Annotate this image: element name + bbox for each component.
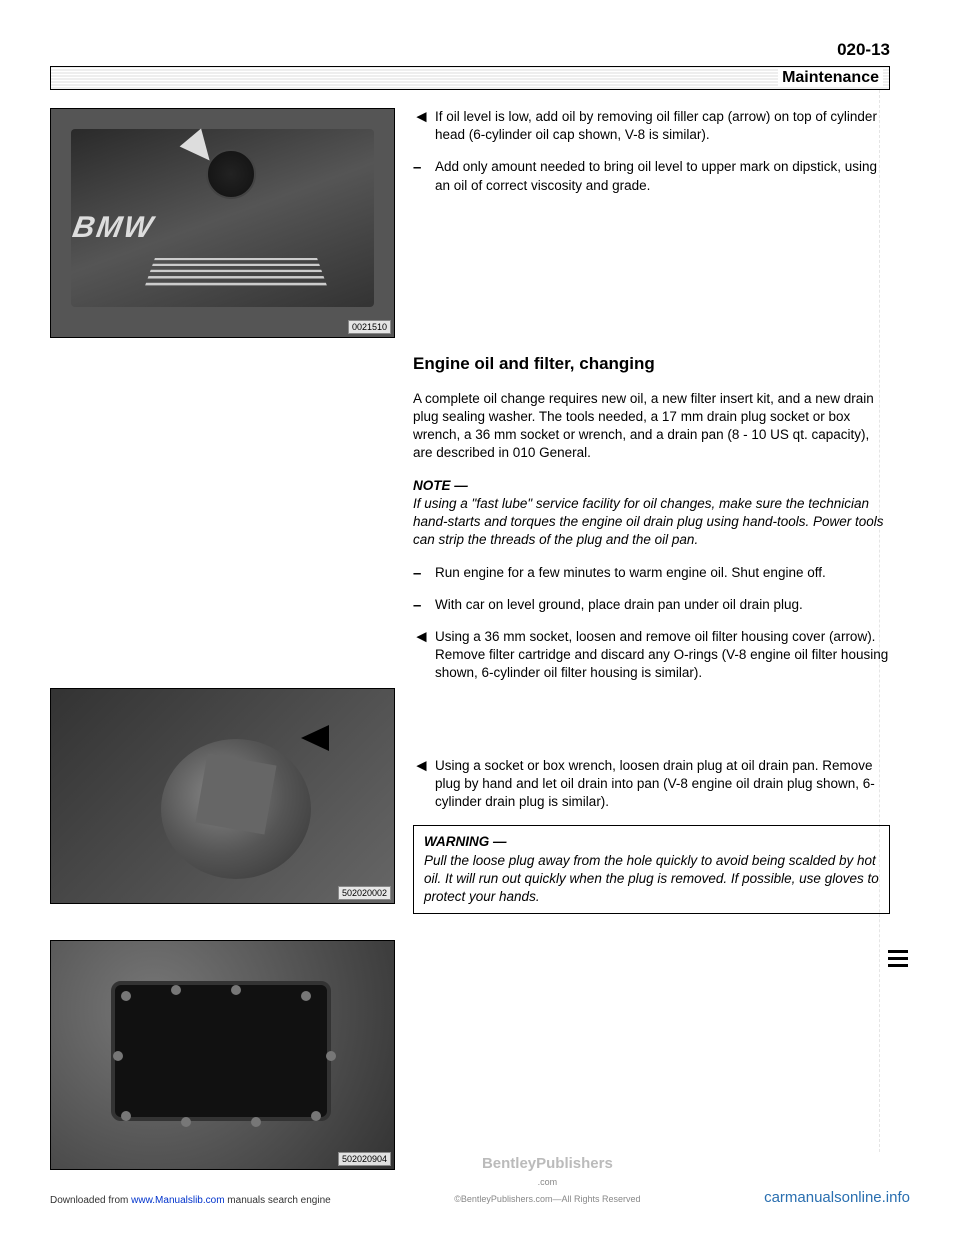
arrow-icon bbox=[301, 725, 329, 751]
page: 020-13 Maintenance BMW 0021510 502020002 bbox=[50, 40, 910, 1212]
manualslib-link[interactable]: www.Manualslib.com bbox=[131, 1195, 224, 1206]
bmw-badge: BMW bbox=[70, 211, 157, 245]
warning-label: WARNING — bbox=[424, 834, 507, 849]
header-band: Maintenance bbox=[50, 66, 890, 90]
figure-id: 502020002 bbox=[338, 886, 391, 900]
step-remove-filter-cover: ◄ Using a 36 mm socket, loosen and remov… bbox=[413, 628, 890, 683]
dash-icon: – bbox=[413, 158, 421, 178]
figure-oil-filter-housing: 502020002 bbox=[50, 688, 395, 904]
page-footer: Downloaded from www.Manualslib.com manua… bbox=[50, 1155, 910, 1206]
warning-text: Pull the loose plug away from the hole q… bbox=[424, 853, 879, 904]
margin-rule bbox=[879, 90, 880, 1152]
dash-icon: – bbox=[413, 596, 421, 616]
step-level-ground: – With car on level ground, place drain … bbox=[413, 596, 890, 614]
header-title: Maintenance bbox=[778, 69, 883, 87]
text-column: ◄ If oil level is low, add oil by removi… bbox=[413, 108, 910, 1170]
step-amount: – Add only amount needed to bring oil le… bbox=[413, 158, 890, 194]
content-columns: BMW 0021510 502020002 bbox=[50, 108, 910, 1170]
step-run-engine: – Run engine for a few minutes to warm e… bbox=[413, 564, 890, 582]
download-source: Downloaded from www.Manualslib.com manua… bbox=[50, 1195, 331, 1206]
edge-tick-marks bbox=[888, 950, 908, 971]
step-add-oil: ◄ If oil level is low, add oil by removi… bbox=[413, 108, 890, 144]
warning-box: WARNING — Pull the loose plug away from … bbox=[413, 825, 890, 914]
para-tools: A complete oil change requires new oil, … bbox=[413, 390, 890, 463]
site-watermark: carmanualsonline.info bbox=[764, 1189, 910, 1206]
figure-id: 0021510 bbox=[348, 320, 391, 334]
section-heading: Engine oil and filter, changing bbox=[413, 353, 890, 376]
triangle-icon: ◄ bbox=[413, 757, 430, 774]
note-block: NOTE — If using a "fast lube" service fa… bbox=[413, 477, 890, 550]
dash-icon: – bbox=[413, 564, 421, 584]
page-number: 020-13 bbox=[50, 40, 890, 60]
note-text: If using a "fast lube" service facility … bbox=[413, 496, 884, 547]
publisher-watermark: BentleyPublishers .com ©BentleyPublisher… bbox=[454, 1155, 640, 1206]
triangle-icon: ◄ bbox=[413, 628, 430, 645]
figure-oil-filler-cap: BMW 0021510 bbox=[50, 108, 395, 338]
figure-column: BMW 0021510 502020002 bbox=[50, 108, 395, 1170]
triangle-icon: ◄ bbox=[413, 108, 430, 125]
figure-oil-drain-pan: 502020904 bbox=[50, 940, 395, 1170]
note-label: NOTE — bbox=[413, 478, 468, 493]
step-loosen-drain-plug: ◄ Using a socket or box wrench, loosen d… bbox=[413, 757, 890, 812]
